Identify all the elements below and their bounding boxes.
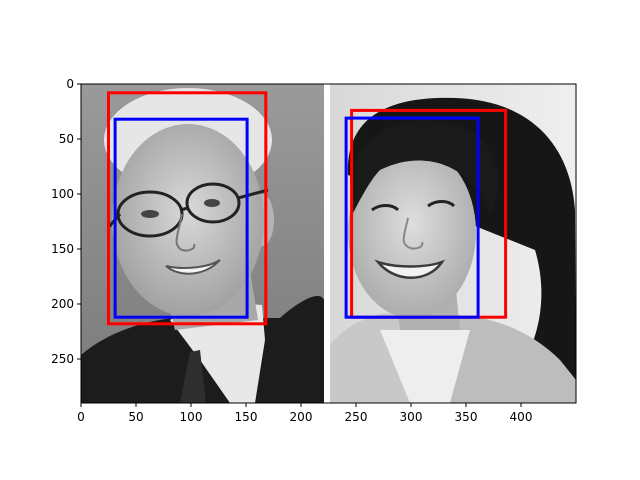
y-tick-label: 200 xyxy=(51,297,74,311)
y-tick-label: 250 xyxy=(51,352,74,366)
x-tick-label: 150 xyxy=(235,410,258,424)
red-box-0 xyxy=(107,91,268,326)
y-tick-label: 100 xyxy=(51,187,74,201)
x-tick-label: 250 xyxy=(345,410,368,424)
right-photo xyxy=(330,84,576,403)
x-tick-label: 200 xyxy=(290,410,313,424)
blue-box-3 xyxy=(344,116,480,319)
y-axis: 0 50 100 150 200 250 xyxy=(51,77,81,366)
x-tick-label: 400 xyxy=(510,410,533,424)
bounding-boxes xyxy=(107,91,508,326)
photo-panels xyxy=(81,84,576,403)
y-tick-label: 150 xyxy=(51,242,74,256)
x-tick-label: 100 xyxy=(180,410,203,424)
x-tick-label: 0 xyxy=(77,410,85,424)
left-photo xyxy=(81,84,324,403)
blue-box-1 xyxy=(113,117,249,319)
y-tick-label: 50 xyxy=(59,132,74,146)
y-tick-label: 0 xyxy=(66,77,74,91)
axes-frame xyxy=(80,83,577,404)
x-tick-label: 350 xyxy=(455,410,478,424)
x-tick-label: 300 xyxy=(400,410,423,424)
x-tick-label: 50 xyxy=(128,410,143,424)
x-axis: 0 50 100 150 200 250 300 350 400 xyxy=(77,403,532,424)
